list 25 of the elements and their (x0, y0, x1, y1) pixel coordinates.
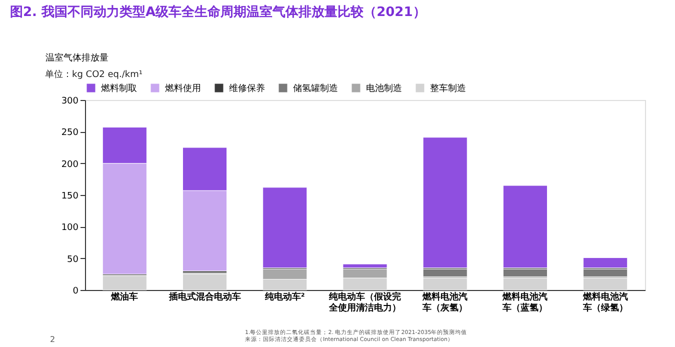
y-tick-label: 0 (72, 286, 79, 296)
x-tick-label: 纯电动车（假设完全使用清洁电力） (328, 292, 401, 314)
y-tick-label: 100 (61, 223, 79, 234)
x-tick-label: 燃料电池汽车（蓝氢） (502, 292, 548, 314)
legend-label: 维修保养 (229, 83, 265, 94)
legend-label: 燃料制取 (101, 83, 137, 94)
y-tick-label: 300 (61, 96, 79, 106)
x-tick-label: 燃料电池汽车（绿氢） (582, 292, 628, 314)
x-tick-label: 燃料电池汽车（灰氢） (422, 292, 468, 314)
legend-label: 电池制造 (366, 83, 402, 94)
y-tick-label: 50 (67, 254, 79, 265)
text: 2 (50, 335, 56, 344)
legend-label: 整车制造 (430, 83, 466, 94)
bar (182, 274, 228, 290)
x-tick-label: 燃油车 (110, 292, 138, 302)
x-tick-label: 插电式混合电动车 (168, 292, 241, 302)
legend-label: 燃料使用 (165, 83, 201, 94)
text: 单位：kg CO2 eq./km¹ (45, 69, 143, 80)
x-tick-label: 纯电动车² (264, 292, 305, 302)
y-axis-title: 温室气体排放量 (46, 52, 108, 64)
y-tick-label: 150 (61, 192, 79, 202)
chart-title: 图2. 我国不同动力类型A级车全生命周期温室气体排放量比较（2021） (10, 4, 426, 20)
y-tick-label: 200 (61, 160, 79, 170)
legend-label: 储氢罐制造 (293, 83, 338, 94)
y-tick-label: 250 (61, 128, 79, 138)
